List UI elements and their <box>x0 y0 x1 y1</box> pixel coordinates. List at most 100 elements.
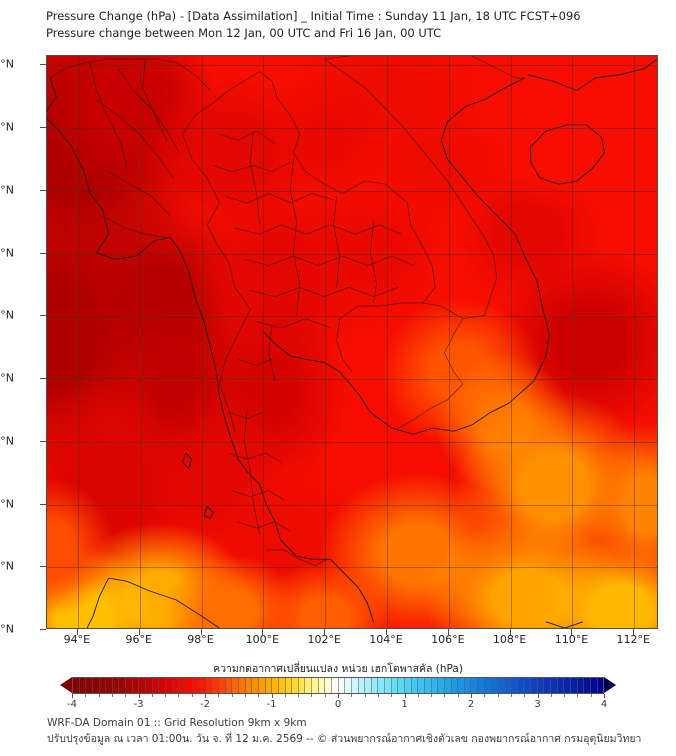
x-tick-mark <box>262 629 264 635</box>
colorbar-bin <box>119 678 127 693</box>
colorbar-bin <box>438 678 445 693</box>
map-boundary-line <box>530 124 606 185</box>
colorbar-bin <box>159 678 166 693</box>
footer-credit: ปรับปรุงข้อมูล ณ เวลา 01:00น. วัน จ. ที่… <box>47 733 642 745</box>
colorbar-bin <box>551 678 558 693</box>
x-tick-label: 96°E <box>125 633 152 646</box>
colorbar-bin <box>531 678 538 693</box>
colorbar-bin <box>524 678 532 693</box>
y-tick-mark <box>40 629 46 630</box>
colorbar-minor-tick <box>244 694 246 697</box>
colorbar-tick-label: -2 <box>200 699 210 710</box>
colorbar-bin <box>385 678 392 693</box>
colorbar-bin <box>232 678 240 693</box>
x-tick-mark <box>571 629 573 635</box>
map-boundary-line <box>244 255 414 266</box>
colorbar-bin <box>73 678 80 693</box>
colorbar-minor-tick <box>231 694 233 697</box>
colorbar-minor-tick <box>311 694 313 697</box>
colorbar-minor-tick <box>324 694 326 697</box>
colorbar-minor-tick <box>298 694 300 697</box>
colorbar-tick <box>138 694 140 698</box>
map-boundary-line <box>324 56 525 79</box>
colorbar-bin <box>424 678 432 693</box>
x-tick-label: 102°E <box>307 633 341 646</box>
map-boundary-line <box>108 171 171 216</box>
colorbar-minor-tick <box>191 694 193 697</box>
colorbar-bin <box>212 678 220 693</box>
colorbar-minor-tick <box>550 694 552 697</box>
colorbar-bin <box>351 678 359 693</box>
x-tick-mark <box>200 629 202 635</box>
colorbar-minor-tick <box>98 694 100 697</box>
map-boundary-line <box>370 221 377 304</box>
colorbar-minor-tick <box>391 694 393 697</box>
colorbar-tick <box>471 694 472 698</box>
y-tick-label: 6°N <box>0 559 14 573</box>
colorbar-tick-label: 3 <box>534 699 541 710</box>
colorbar-bin <box>219 678 226 693</box>
title-line-2: Pressure change between Mon 12 Jan, 00 U… <box>46 26 442 40</box>
colorbar-bin <box>571 678 578 693</box>
colorbar-bin <box>298 678 306 693</box>
map-boundary-line <box>271 80 436 304</box>
colorbar-bin <box>312 678 319 693</box>
colorbar-minor-tick <box>178 694 180 697</box>
map-boundary-line <box>290 159 300 316</box>
colorbar-minor-tick <box>444 694 446 697</box>
y-tick-label: 8°N <box>0 497 14 511</box>
colorbar-bin <box>258 678 266 693</box>
map-boundary-line <box>96 99 174 179</box>
map-boundary-line <box>527 58 657 91</box>
y-tick-label: 14°N <box>0 308 14 322</box>
colorbar-tick-label: 2 <box>467 699 475 710</box>
y-tick-label: 16°N <box>0 246 14 260</box>
map-boundary-line <box>142 59 168 141</box>
map-boundary-line <box>219 130 276 144</box>
colorbar-bin <box>537 678 545 693</box>
colorbar-bin <box>199 678 206 693</box>
colorbar-bin <box>577 678 585 693</box>
colorbar-bin <box>205 678 213 693</box>
colorbar-minor-tick <box>524 694 526 697</box>
x-tick-mark <box>386 629 387 635</box>
colorbar-bin <box>464 678 472 693</box>
colorbar-bin <box>511 678 518 693</box>
colorbar-bin <box>471 678 479 693</box>
colorbar-tick-label: -1 <box>266 699 277 710</box>
map-boundary-line <box>265 549 328 566</box>
map-boundary-line <box>545 621 584 628</box>
pressure-change-field <box>47 56 657 628</box>
colorbar-title: ความกดอากาศเปลี่ยนแปลง หน่วย เฮกโตพาสคัล… <box>213 663 463 675</box>
colorbar-bin <box>405 678 412 693</box>
colorbar-tick <box>205 694 206 698</box>
colorbar-tick <box>271 694 273 698</box>
map-boundary-line <box>336 302 423 372</box>
x-tick-mark <box>509 629 511 635</box>
colorbar-minor-tick <box>377 694 379 697</box>
colorbar-tick <box>537 694 539 698</box>
colorbar-minor-tick <box>364 694 366 697</box>
map-boundary-line <box>250 131 260 225</box>
y-tick-label: 22°N <box>0 57 14 71</box>
colorbar-minor-tick <box>590 694 592 697</box>
colorbar-bin <box>225 678 233 693</box>
map-boundary-line <box>256 318 331 329</box>
colorbar-tick-label: -3 <box>133 699 144 710</box>
colorbar-minor-tick <box>431 694 433 697</box>
map-boundary-line <box>228 412 263 419</box>
colorbar-bin <box>152 678 160 693</box>
map-boundary-line <box>422 302 464 319</box>
colorbar-bin <box>517 678 525 693</box>
colorbar-bin <box>86 678 93 693</box>
y-tick-mark <box>40 566 46 568</box>
colorbar-bin <box>139 678 147 693</box>
coastline-and-border-overlay <box>47 56 657 628</box>
colorbar-bin <box>185 678 193 693</box>
colorbar-bin <box>498 678 505 693</box>
map-boundary-line <box>234 224 402 235</box>
map-boundary-line <box>102 215 168 238</box>
colorbar-bin <box>451 678 459 693</box>
map-boundary-line <box>268 324 276 382</box>
colorbar-tick <box>72 694 73 698</box>
